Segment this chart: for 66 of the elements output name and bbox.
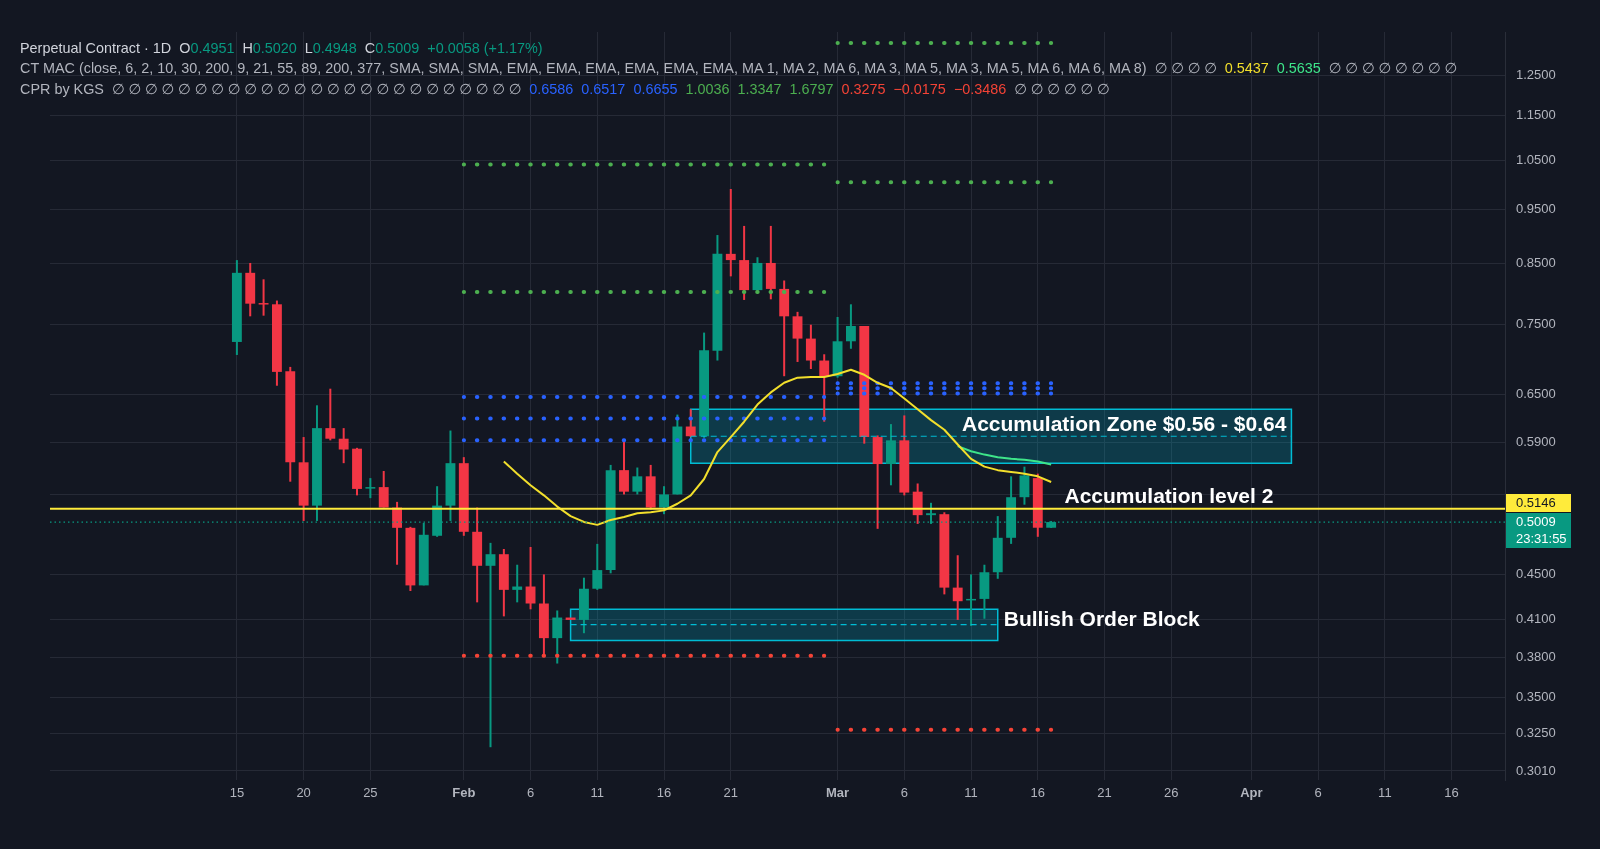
text: 23:31:55: [1516, 530, 1567, 546]
annotation: ∅ ∅ ∅ ∅ ∅ ∅: [1014, 80, 1110, 97]
x-tick-label: 16: [656, 785, 672, 801]
annotation: −0.3486: [953, 80, 1007, 97]
x-tick-label: 25: [363, 785, 378, 801]
y-tick-label: 0.9500: [1516, 200, 1556, 216]
y-tick-label: 0.4500: [1516, 565, 1556, 581]
annotation: 1.6797: [789, 80, 834, 97]
annotation: ∅ ∅ ∅ ∅: [1154, 60, 1217, 77]
x-tick-label: 21: [723, 785, 739, 801]
y-tick-label: 0.6500: [1516, 386, 1556, 402]
y-tick-label: 0.3500: [1516, 688, 1556, 704]
candlestick: [725, 189, 736, 277]
y-tick-label: 0.3800: [1516, 648, 1556, 664]
candlestick: [258, 279, 269, 316]
x-tick-label: 15: [229, 785, 245, 801]
annotation: L0.4948: [304, 39, 357, 58]
x-tick-label: 6: [900, 785, 908, 801]
x-tick-label: 20: [296, 785, 311, 801]
annotation: 0.5437: [1224, 60, 1269, 77]
annotation: 0.6655: [633, 80, 678, 97]
x-tick-label: Apr: [1240, 785, 1263, 801]
annotation: ∅ ∅ ∅ ∅ ∅ ∅ ∅ ∅: [1328, 60, 1458, 77]
annotation: 0.6517: [581, 80, 626, 97]
x-tick-label: 11: [1378, 785, 1392, 801]
x-tick-label: 16: [1444, 785, 1459, 801]
annotation: −0.0175: [893, 80, 946, 97]
candlestick: [512, 564, 523, 603]
candlestick: [485, 542, 496, 748]
series-label: Accumulation Zone $0.56 - $0.64: [961, 412, 1287, 436]
annotation: H0.5020: [242, 39, 297, 58]
annotation: 1.3347: [737, 80, 782, 97]
x-tick-label: Feb: [452, 785, 476, 801]
y-tick-label: 0.3010: [1516, 762, 1556, 778]
annotation: 0.3275: [841, 80, 886, 97]
candlestick: [365, 478, 376, 499]
y-tick-label: 0.4100: [1516, 611, 1556, 627]
annotation: CPR by KGS: [20, 80, 104, 97]
annotation: Accumulation level 2: [1064, 483, 1274, 507]
y-tick-label: 1.1500: [1516, 107, 1556, 123]
ref-line-label: 0.5009: [1516, 514, 1556, 530]
ref-line-label: 0.5146: [1516, 495, 1556, 511]
annotation: O0.4951: [179, 39, 235, 58]
annotation: C0.5009: [364, 39, 420, 58]
annotation: 0.5635: [1276, 60, 1321, 77]
annotation: 0.6586: [529, 80, 574, 97]
x-tick-label: 16: [1030, 785, 1046, 801]
y-tick-label: 1.2500: [1516, 66, 1556, 82]
annotation: +0.0058 (+1.17%): [427, 40, 543, 56]
annotation: ∅ ∅ ∅ ∅ ∅ ∅ ∅ ∅ ∅ ∅ ∅ ∅ ∅ ∅ ∅ ∅ ∅ ∅ ∅ ∅ ∅ ∅ ∅ ∅ ∅: [111, 80, 522, 97]
x-tick-label: 6: [526, 785, 535, 801]
x-tick-label: 11: [590, 785, 605, 801]
y-tick-label: 0.5900: [1516, 433, 1556, 449]
y-tick-label: 1.0500: [1516, 151, 1556, 167]
series-label: Bullish Order Block: [1003, 606, 1201, 630]
annotation: CT MAC (close, 6, 2, 10, 30, 200, 9, 21, 55, 89, 200, 377, SMA, SMA, SMA, EMA, EMA, EMA, EMA, EMA, EMA, MA 1, MA 2, MA 6, MA 3, MA 5, MA 3, MA 5, MA 6, MA 6, MA 8): [20, 60, 1147, 77]
x-tick-label: 26: [1164, 785, 1179, 801]
y-tick-label: 0.3250: [1516, 725, 1556, 741]
x-tick-label: 6: [1314, 785, 1322, 801]
y-tick-label: 0.7500: [1516, 316, 1556, 332]
x-tick-label: 21: [1097, 785, 1112, 801]
text: Perpetual Contract · 1D: [20, 40, 172, 56]
annotation: 1.0036: [685, 80, 730, 97]
x-tick-label: 11: [964, 785, 978, 801]
x-tick-label: Mar: [826, 785, 850, 801]
y-tick-label: 0.8500: [1516, 255, 1556, 271]
